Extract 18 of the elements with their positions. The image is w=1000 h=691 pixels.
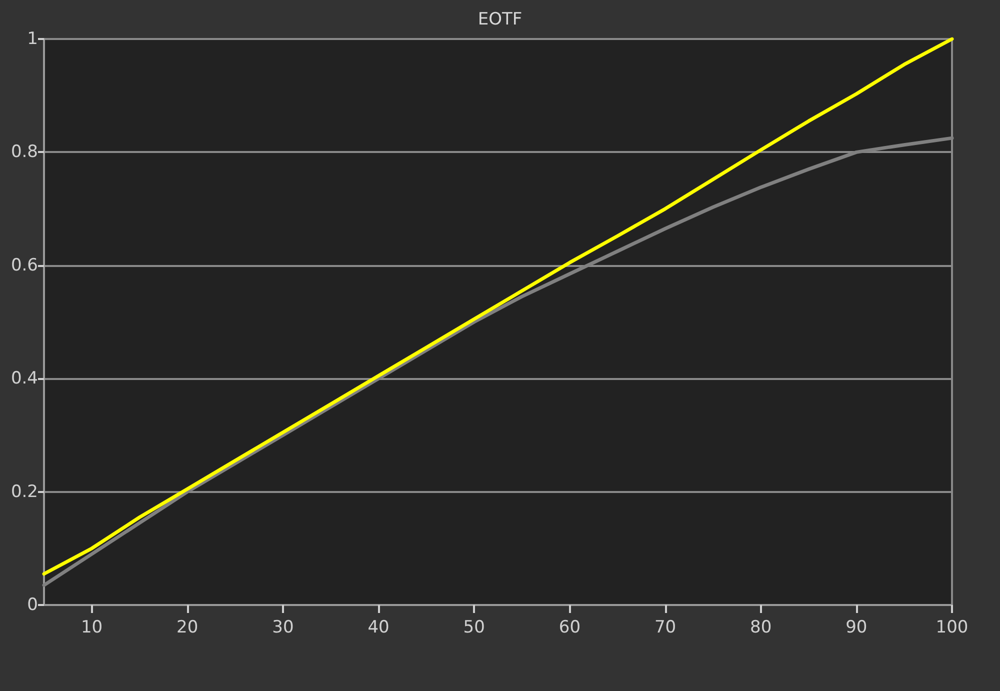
y-tick-label: 0.4 <box>10 368 38 389</box>
y-tick-label: 0.6 <box>10 255 38 276</box>
x-tick-label: 10 <box>80 618 103 638</box>
x-tick-label: 90 <box>846 618 868 638</box>
x-tick-label: 30 <box>272 618 294 638</box>
line-series <box>42 37 954 576</box>
x-tick-label: 50 <box>463 618 485 638</box>
x-tick-label: 20 <box>176 618 198 638</box>
x-tick-label: 40 <box>368 618 390 638</box>
x-tick-label: 80 <box>750 618 772 638</box>
x-tick-label: 60 <box>558 618 581 638</box>
y-tick-label: 0 <box>27 595 38 615</box>
y-tick-label: 1 <box>27 29 38 49</box>
x-tick-label: 100 <box>936 618 968 638</box>
x-tick-label: 70 <box>654 618 676 638</box>
chart-title: EOTF <box>478 10 522 30</box>
y-tick-label: 0.2 <box>10 482 38 502</box>
y-tick-label: 0.8 <box>10 142 38 162</box>
